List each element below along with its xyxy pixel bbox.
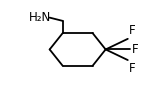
Text: F: F [129,24,136,37]
Text: F: F [129,62,136,75]
Text: F: F [132,43,138,56]
Text: H₂N: H₂N [29,11,51,24]
